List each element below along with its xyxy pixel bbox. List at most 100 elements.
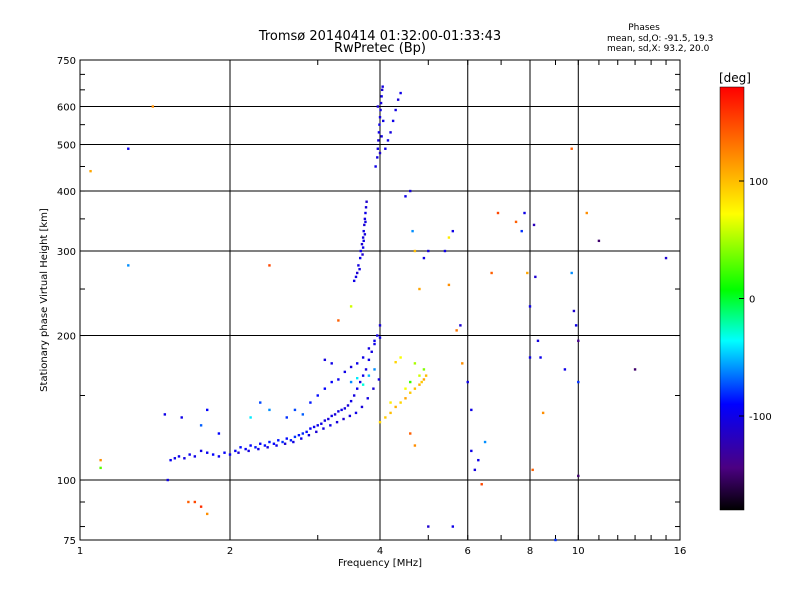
data-point xyxy=(239,446,242,449)
data-point xyxy=(363,217,367,221)
data-point xyxy=(301,413,305,416)
data-point xyxy=(99,466,102,470)
data-point xyxy=(409,380,412,384)
data-point xyxy=(323,387,327,390)
data-point xyxy=(633,368,637,371)
data-point xyxy=(378,324,382,327)
data-point xyxy=(193,500,197,504)
data-point xyxy=(173,457,177,460)
data-point xyxy=(577,474,580,478)
data-point xyxy=(259,442,262,445)
data-point xyxy=(359,249,362,253)
data-point xyxy=(473,468,477,472)
data-point xyxy=(577,380,580,384)
data-point xyxy=(447,236,451,239)
data-point xyxy=(349,365,353,369)
y-tick-label: 200 xyxy=(57,332,76,343)
data-point xyxy=(163,413,167,416)
data-point xyxy=(413,444,417,447)
data-point xyxy=(380,135,383,138)
data-point xyxy=(420,380,423,384)
data-point xyxy=(275,444,278,447)
data-point xyxy=(411,229,414,233)
data-point xyxy=(364,211,367,215)
y-axis-label: Stationary phase Virtual Height [km] xyxy=(39,208,50,392)
data-point xyxy=(384,147,387,150)
data-point xyxy=(249,444,252,447)
data-point xyxy=(354,411,358,415)
data-point xyxy=(285,416,288,419)
x-tick-label: 10 xyxy=(572,546,585,557)
data-point xyxy=(205,408,209,412)
data-point xyxy=(664,256,668,260)
data-point xyxy=(362,239,365,243)
axis-ticks: 1 2 4 6 8 10 16 75 100 200 300 400 500 600 750 xyxy=(57,56,686,557)
data-point xyxy=(413,362,417,365)
y-tick-label: 400 xyxy=(57,187,76,198)
data-point xyxy=(309,427,312,430)
data-point xyxy=(531,468,534,472)
data-point xyxy=(249,416,252,419)
data-point xyxy=(268,440,271,444)
data-point xyxy=(199,449,203,453)
data-point xyxy=(355,376,359,380)
data-point xyxy=(399,91,402,95)
data-point xyxy=(422,368,426,371)
data-point xyxy=(389,411,392,415)
data-point xyxy=(316,394,319,397)
stats-x: mean, sd,X: 93.2, 20.0 xyxy=(607,44,710,54)
data-point xyxy=(127,147,130,150)
data-point xyxy=(355,387,359,390)
data-point xyxy=(409,432,412,435)
data-point xyxy=(346,404,350,407)
data-point xyxy=(451,229,455,233)
data-point xyxy=(151,105,155,108)
data-point xyxy=(293,435,297,439)
data-point xyxy=(381,85,384,88)
data-point xyxy=(223,451,226,454)
data-point xyxy=(373,368,376,371)
data-point xyxy=(534,275,537,279)
colorbar-tick-label: 0 xyxy=(749,295,755,306)
y-tick-label: 500 xyxy=(57,141,76,152)
data-point xyxy=(480,483,483,486)
data-point xyxy=(391,119,395,123)
data-point xyxy=(259,401,262,404)
data-point xyxy=(237,451,240,454)
data-point xyxy=(379,101,383,105)
data-point xyxy=(376,334,379,337)
data-point xyxy=(305,430,308,434)
data-point xyxy=(199,424,203,427)
data-point xyxy=(367,347,371,350)
data-point xyxy=(427,525,430,528)
data-point xyxy=(337,319,340,322)
data-point xyxy=(349,380,353,384)
data-point xyxy=(364,206,368,209)
data-point xyxy=(366,397,369,400)
grid xyxy=(80,60,680,540)
data-point xyxy=(293,408,297,412)
x-tick-label: 8 xyxy=(527,546,533,557)
data-point xyxy=(563,368,567,371)
data-point xyxy=(418,383,421,386)
y-tick-label: 300 xyxy=(57,247,76,258)
data-point xyxy=(597,239,601,243)
colorbar-tick-label: 100 xyxy=(749,177,768,188)
data-point xyxy=(361,253,364,256)
data-point xyxy=(169,458,172,462)
data-point xyxy=(394,360,397,364)
data-point xyxy=(281,440,284,444)
data-point xyxy=(348,414,352,418)
data-point xyxy=(396,98,400,101)
data-point xyxy=(307,433,311,437)
data-point xyxy=(466,380,469,384)
data-point xyxy=(358,267,361,271)
data-point xyxy=(378,420,382,424)
data-point xyxy=(361,236,365,239)
x-tick-label: 6 xyxy=(465,546,471,557)
data-point xyxy=(409,189,412,193)
data-point xyxy=(376,105,380,108)
data-point xyxy=(199,505,203,508)
data-point xyxy=(373,342,376,346)
data-point xyxy=(376,156,379,159)
